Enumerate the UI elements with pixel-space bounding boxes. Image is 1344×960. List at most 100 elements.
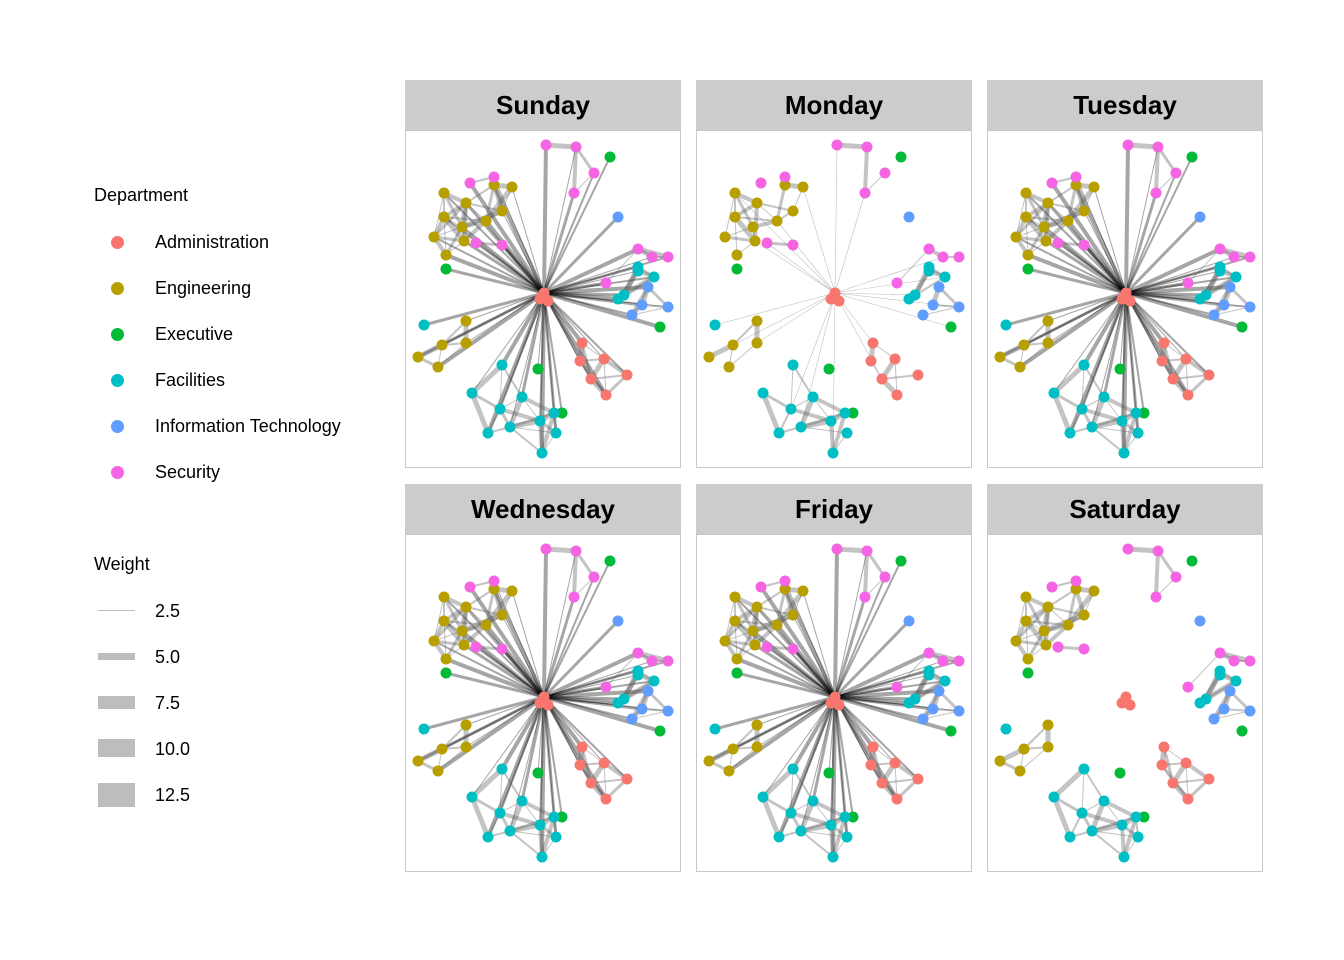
- edge-line: [443, 192, 545, 294]
- legend-label-executive: Executive: [155, 324, 234, 344]
- node-point: [496, 609, 508, 621]
- edge-line: [812, 799, 846, 819]
- edge-line: [509, 696, 545, 832]
- edge-line: [437, 746, 467, 772]
- node-point: [709, 319, 721, 331]
- node-point: [1208, 309, 1220, 321]
- edge-line: [471, 292, 545, 394]
- legend-label-security: Security: [155, 462, 221, 482]
- node-point: [923, 265, 935, 277]
- edge-line: [432, 605, 468, 643]
- node-point: [787, 239, 799, 251]
- node-point: [1203, 369, 1215, 381]
- node-point: [488, 171, 500, 183]
- edge-line: [834, 696, 846, 818]
- edge-line: [543, 146, 577, 294]
- edge-line: [760, 796, 782, 838]
- node-point: [458, 639, 470, 651]
- edge-line: [572, 146, 578, 194]
- node-point: [889, 757, 901, 769]
- edge-line: [543, 576, 595, 698]
- edge-line: [1125, 256, 1251, 294]
- edge-line: [543, 281, 607, 295]
- edge-line: [484, 184, 496, 222]
- edge-line: [543, 550, 577, 698]
- edge-line: [441, 292, 545, 346]
- node-point: [418, 723, 430, 735]
- edge-line: [542, 144, 548, 294]
- edge-line: [1044, 202, 1050, 242]
- edge-line: [521, 395, 555, 415]
- node-point: [1088, 181, 1100, 193]
- node-point: [1224, 685, 1236, 697]
- edge-line: [734, 216, 738, 256]
- edge-line: [834, 696, 896, 764]
- node-point: [600, 389, 612, 401]
- node-point: [1048, 387, 1060, 399]
- node-point: [757, 791, 769, 803]
- edge-line: [543, 291, 619, 301]
- edge-line: [834, 689, 940, 699]
- edge-line: [881, 778, 919, 784]
- node-point: [773, 427, 785, 439]
- edge-line: [775, 588, 787, 626]
- node-point: [585, 373, 597, 385]
- edge-line: [1081, 292, 1127, 410]
- edge-line: [1103, 799, 1137, 819]
- node-point: [1070, 575, 1082, 587]
- edge-line: [831, 412, 847, 454]
- node-point: [576, 337, 588, 349]
- node-point: [895, 555, 907, 567]
- node-point: [460, 197, 472, 209]
- node-point: [662, 705, 674, 717]
- edge-line: [1050, 181, 1128, 295]
- edge-line: [543, 292, 628, 376]
- node-point: [636, 703, 648, 715]
- edge-line: [470, 767, 504, 799]
- node-point: [534, 819, 546, 831]
- edge-line: [760, 392, 782, 434]
- edge-line: [603, 358, 607, 396]
- edge-line: [834, 292, 952, 328]
- node-point: [831, 543, 843, 555]
- edge-line: [834, 660, 960, 698]
- node-point: [646, 251, 658, 263]
- node-point: [1014, 361, 1026, 373]
- edge-line: [790, 292, 836, 410]
- legend-weight-line-4: [98, 739, 135, 757]
- edge-line: [1119, 292, 1127, 370]
- edge-line: [443, 216, 447, 256]
- node-point: [440, 263, 452, 275]
- node-point: [488, 575, 500, 587]
- node-point: [570, 545, 582, 557]
- node-point: [1014, 765, 1026, 777]
- node-point: [903, 293, 915, 305]
- node-point: [436, 743, 448, 755]
- edge-line: [753, 606, 759, 646]
- legend-label-engineering: Engineering: [155, 278, 252, 298]
- edge-line: [776, 220, 836, 294]
- node-point: [723, 361, 735, 373]
- node-point: [542, 699, 554, 711]
- node-point: [1042, 719, 1054, 731]
- edge-line: [572, 550, 578, 598]
- edge-line: [542, 596, 576, 698]
- node-point: [1046, 581, 1058, 593]
- node-point: [825, 415, 837, 427]
- edge-line: [714, 695, 836, 731]
- node-point: [1214, 243, 1226, 255]
- edge-line: [913, 678, 947, 702]
- edge-line: [580, 746, 593, 784]
- node-point: [876, 373, 888, 385]
- node-point: [506, 585, 518, 597]
- edge-line: [833, 619, 911, 699]
- node-point: [1022, 653, 1034, 665]
- node-point: [1182, 681, 1194, 693]
- node-point: [1224, 281, 1236, 293]
- edge-line: [499, 696, 545, 814]
- edge-line: [509, 292, 545, 428]
- node-point: [755, 581, 767, 593]
- node-point: [1236, 321, 1248, 333]
- node-point: [1042, 337, 1054, 349]
- legend-dot-security: [111, 466, 124, 479]
